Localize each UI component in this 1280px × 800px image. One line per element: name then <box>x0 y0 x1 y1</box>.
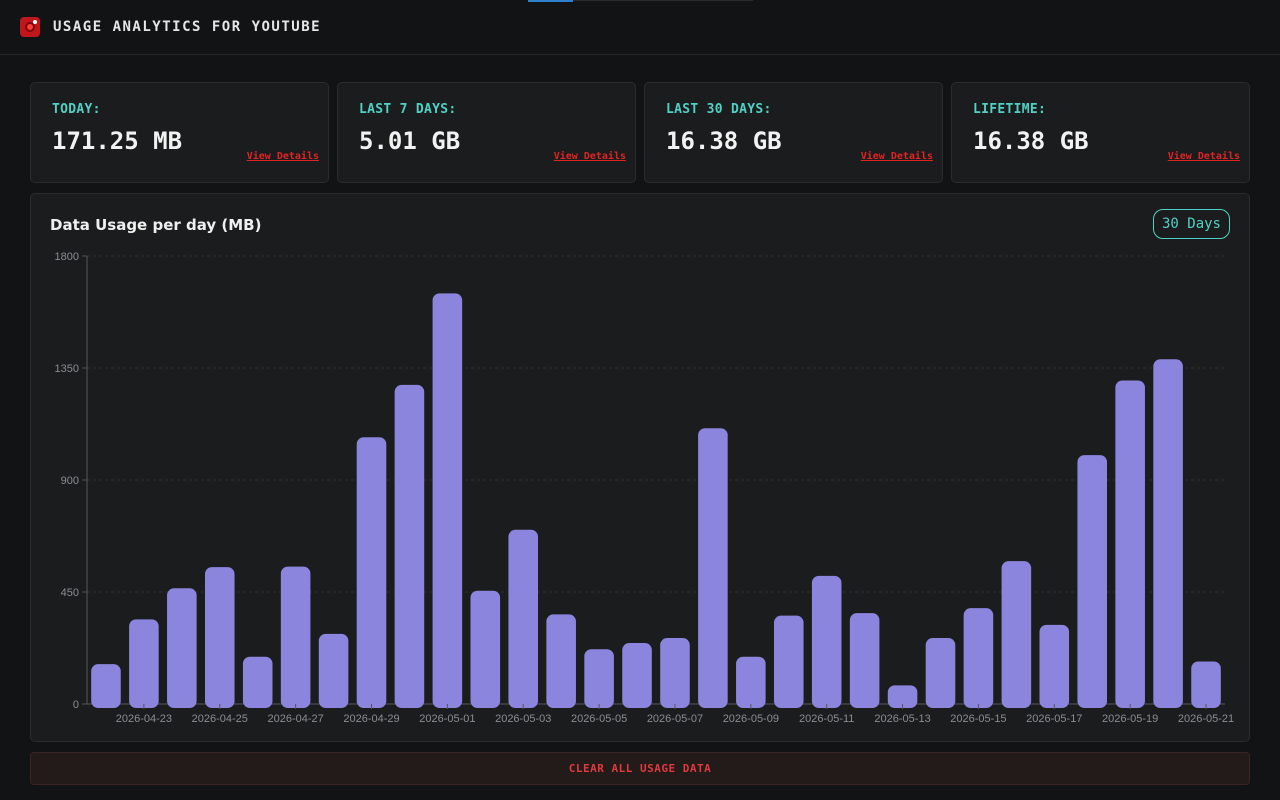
x-tick-label: 2026-05-13 <box>874 713 930 725</box>
stat-label: LAST 7 DAYS: <box>359 102 457 117</box>
chart-panel: 0 450 900 1350 1800 2026-04-23 2026-04-25 2026-… <box>30 193 1250 742</box>
bar <box>1001 561 1032 708</box>
y-tick-label: 450 <box>61 587 79 599</box>
stat-value: 5.01 GB <box>359 127 461 155</box>
bar <box>925 638 956 708</box>
bar <box>129 619 159 708</box>
y-tick-label: 900 <box>61 475 79 487</box>
youtube-analytics-logo-icon <box>20 17 40 37</box>
bar <box>1191 661 1221 708</box>
view-details-link-30-days[interactable]: View Details <box>860 151 933 162</box>
view-details-link-today[interactable]: View Details <box>246 151 319 162</box>
bar <box>318 633 349 708</box>
bar <box>508 529 539 708</box>
x-tick-label: 2026-05-17 <box>1026 713 1082 725</box>
clear-usage-data-button[interactable]: CLEAR ALL USAGE DATA <box>30 752 1250 785</box>
x-tick-label: 2026-05-01 <box>419 713 475 725</box>
bar <box>167 588 197 708</box>
x-tick-label: 2026-04-23 <box>116 713 172 725</box>
bar <box>849 613 880 708</box>
view-details-link-lifetime[interactable]: View Details <box>1167 151 1240 162</box>
bar <box>622 643 652 708</box>
y-tick-label: 1350 <box>55 363 79 375</box>
bar <box>584 649 614 708</box>
app-title: USAGE ANALYTICS FOR YOUTUBE <box>53 19 322 35</box>
usage-bar-chart: 0 450 900 1350 1800 2026-04-23 2026-04-25 2026-… <box>55 251 1235 725</box>
stat-label: LAST 30 DAYS: <box>666 102 772 117</box>
x-tick-label: 2026-05-15 <box>950 713 1006 725</box>
bar <box>1115 380 1145 708</box>
stat-card-lifetime: LIFETIME: 16.38 GB View Details <box>951 82 1250 183</box>
x-tick-label: 2026-05-05 <box>571 713 627 725</box>
stat-value: 171.25 MB <box>52 127 183 155</box>
x-tick-label: 2026-04-29 <box>343 713 399 725</box>
y-tick-label: 0 <box>73 699 79 711</box>
x-tick-label: 2026-05-21 <box>1178 713 1234 725</box>
bar <box>470 590 501 708</box>
stat-card-last-7-days: LAST 7 DAYS: 5.01 GB View Details <box>337 82 636 183</box>
bar <box>280 566 311 708</box>
stat-card-last-30-days: LAST 30 DAYS: 16.38 GB View Details <box>644 82 943 183</box>
bar <box>963 608 994 708</box>
x-tick-label: 2026-05-09 <box>723 713 779 725</box>
chart-title: Data Usage per day (MB) <box>50 216 262 234</box>
x-tick-label: 2026-04-25 <box>192 713 248 725</box>
bar <box>546 614 576 708</box>
stat-label: TODAY: <box>52 102 101 117</box>
x-tick-label: 2026-04-27 <box>267 713 323 725</box>
bar <box>356 437 387 708</box>
bar <box>242 656 273 708</box>
stat-card-today: TODAY: 171.25 MB View Details <box>30 82 329 183</box>
bar <box>394 384 425 708</box>
bar <box>432 293 463 708</box>
bar <box>660 638 690 708</box>
bar <box>204 567 235 708</box>
y-tick-label: 1800 <box>55 251 79 263</box>
top-tab-divider <box>573 0 753 1</box>
stat-label: LIFETIME: <box>973 102 1047 117</box>
range-selector-button[interactable]: 30 Days <box>1152 209 1230 239</box>
stats-cards: TODAY: 171.25 MB View Details LAST 7 DAY… <box>30 82 1250 183</box>
bar <box>698 428 728 708</box>
app-header: USAGE ANALYTICS FOR YOUTUBE <box>0 0 1280 55</box>
x-tick-label: 2026-05-07 <box>647 713 703 725</box>
bar <box>887 685 918 708</box>
bar <box>811 575 842 708</box>
bar <box>736 656 766 708</box>
stat-value: 16.38 GB <box>666 127 782 155</box>
bar <box>1153 359 1183 708</box>
bar <box>1077 455 1108 708</box>
bar <box>773 615 804 708</box>
x-tick-label: 2026-05-11 <box>799 713 854 725</box>
x-tick-label: 2026-05-03 <box>495 713 551 725</box>
stat-value: 16.38 GB <box>973 127 1089 155</box>
top-tab-indicator <box>528 0 573 2</box>
bar <box>1039 624 1070 708</box>
bar <box>91 664 121 708</box>
x-tick-label: 2026-05-19 <box>1102 713 1158 725</box>
view-details-link-7-days[interactable]: View Details <box>553 151 626 162</box>
